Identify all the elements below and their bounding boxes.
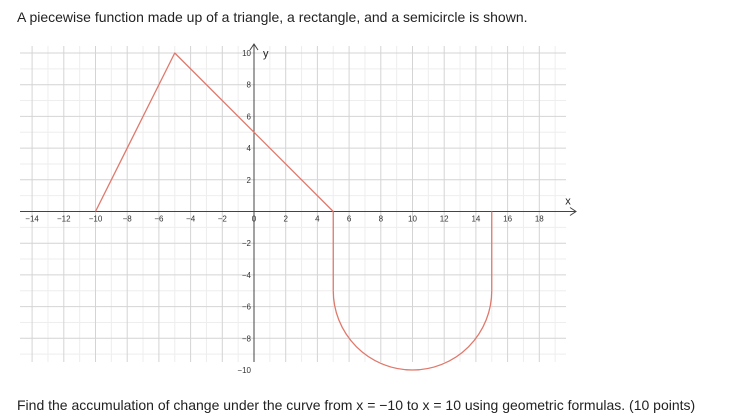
y-tick-label: 2 <box>247 176 252 185</box>
y-tick-label: −6 <box>242 303 252 312</box>
x-axis-arrow <box>569 207 577 216</box>
x-tick-label: −8 <box>123 215 133 224</box>
y-tick-label: 6 <box>247 112 252 121</box>
question-prompt: Find the accumulation of change under th… <box>17 397 696 413</box>
y-tick-label: −4 <box>242 271 252 280</box>
y-tick-label: 4 <box>247 144 252 153</box>
x-tick-label: 8 <box>379 215 384 224</box>
y-axis-label: y <box>263 48 269 60</box>
x-tick-label: 16 <box>503 215 512 224</box>
x-tick-label: 6 <box>347 215 352 224</box>
y-tick-label: 8 <box>247 81 252 90</box>
curve-segment-semicircle <box>332 290 493 371</box>
curve-segment-triangle <box>94 52 334 212</box>
tick-labels: −14 −12 −10 −8 −6 −4 −2 0 2 4 6 8 10 12 14 16 18 −10 −8 −6 −… <box>25 49 544 375</box>
x-tick-label: −14 <box>25 215 39 224</box>
y-axis-arrow <box>249 43 259 51</box>
grid-minor <box>20 46 566 362</box>
y-tick-label: −10 <box>237 366 251 375</box>
x-tick-label: 12 <box>440 215 449 224</box>
x-tick-label: 0 <box>252 215 257 224</box>
x-axis-label: x <box>565 196 571 208</box>
axes: xy <box>20 43 577 362</box>
x-tick-label: 2 <box>283 215 288 224</box>
question-intro: A piecewise function made up of a triang… <box>17 9 528 25</box>
y-tick-label: 10 <box>242 49 251 58</box>
x-tick-label: −12 <box>57 215 71 224</box>
y-tick-label: −8 <box>242 334 252 343</box>
x-tick-label: 14 <box>471 215 480 224</box>
x-tick-label: 18 <box>535 215 544 224</box>
y-tick-label: −2 <box>242 239 252 248</box>
x-tick-label: −6 <box>154 215 164 224</box>
x-tick-label: 4 <box>315 215 320 224</box>
x-tick-label: 10 <box>408 215 417 224</box>
function-curve <box>94 52 493 371</box>
grid-major <box>20 46 566 362</box>
x-tick-label: −4 <box>186 215 196 224</box>
x-tick-label: −10 <box>89 215 103 224</box>
x-tick-label: −2 <box>218 215 228 224</box>
